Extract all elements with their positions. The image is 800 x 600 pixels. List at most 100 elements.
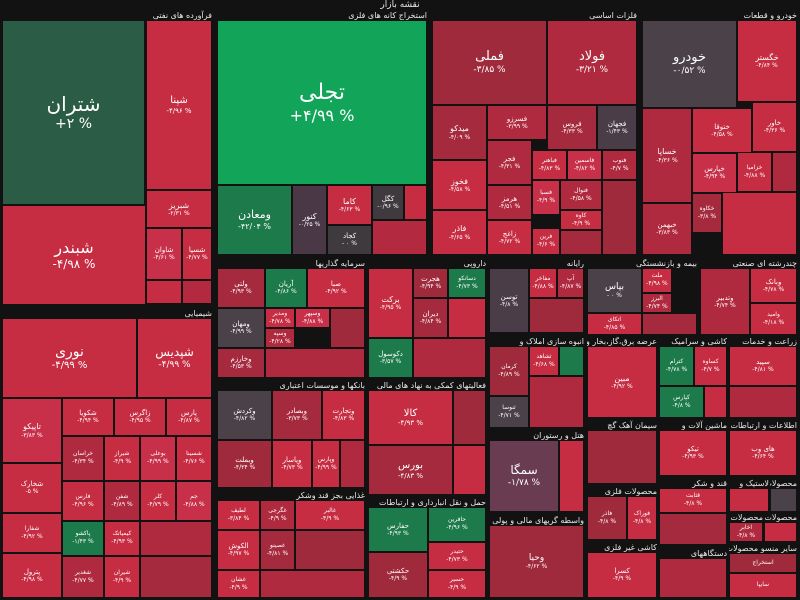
stock-tile[interactable]: شفن -۴/۸۹ % <box>104 481 140 521</box>
stock-tile[interactable]: وسپهر -۴/۸۸ % <box>295 308 330 328</box>
stock-tile[interactable]: زاغج -۴/۷۲ % <box>487 220 532 255</box>
stock-tile[interactable]: برکت -۴/۹۵ % <box>368 268 413 338</box>
stock-tile[interactable]: خراسان -۴/۳۴ % <box>62 436 104 481</box>
stock-tile[interactable]: ولتی -۴/۹۳ % <box>217 268 265 308</box>
stock-tile[interactable]: پاکشو -۱/۴۳ % <box>62 521 104 556</box>
stock-tile[interactable]: خکاوه -۳/۸ % <box>692 193 722 233</box>
stock-tile[interactable]: غگرجی -۴/۹ % <box>260 500 295 530</box>
stock-tile[interactable] <box>529 376 584 428</box>
stock-tile[interactable]: وحیا -۴/۶۲ % <box>489 525 584 598</box>
stock-tile[interactable]: وبانک -۴/۷۸ % <box>750 268 797 303</box>
stock-tile[interactable]: ثنوسا -۴/۷۱ % <box>489 396 529 428</box>
stock-tile[interactable]: کسرا -۴/۹ % <box>587 552 657 598</box>
stock-tile[interactable]: کاوه -۴/۹ % <box>560 210 602 230</box>
stock-tile[interactable]: هجرت -۴/۹۴ % <box>413 268 448 298</box>
stock-tile[interactable] <box>260 570 365 598</box>
stock-tile[interactable]: آریان -۴/۸۶ % <box>265 268 307 308</box>
stock-tile[interactable]: وسپه -۴/۲۸ % <box>265 328 295 348</box>
stock-tile[interactable]: جم -۴/۸۸ % <box>176 481 212 521</box>
stock-tile[interactable] <box>453 445 486 495</box>
stock-tile[interactable] <box>140 521 212 556</box>
stock-tile[interactable]: میدکو -۴/۰۹ % <box>432 105 487 160</box>
stock-tile[interactable]: پارس -۴/۸۷ % <box>166 398 212 436</box>
stock-tile[interactable]: فنوب -۴/۷ % <box>602 150 637 180</box>
stock-tile[interactable]: الکوش -۴/۹۷ % <box>217 530 260 570</box>
stock-tile[interactable]: شکویا -۴/۹۴ % <box>62 398 114 436</box>
stock-tile[interactable]: کنور -۰/۲۵ % <box>292 185 327 255</box>
stock-tile[interactable] <box>265 348 365 378</box>
stock-tile[interactable]: ختوقا -۴/۵۸ % <box>692 108 752 153</box>
stock-tile[interactable]: ثشاهد -۴/۶۸ % <box>529 346 559 376</box>
stock-tile[interactable] <box>729 386 797 418</box>
stock-tile[interactable]: صبا -۴/۹۲ % <box>307 268 365 308</box>
stock-tile[interactable]: ومعادن -۴۲/۰۴ % <box>217 185 292 255</box>
stock-tile[interactable]: خزامیا -۴/۸۸ % <box>737 152 772 192</box>
stock-tile[interactable] <box>642 313 697 335</box>
stock-tile[interactable]: زاگرس -۴/۹۵ % <box>114 398 166 436</box>
stock-tile[interactable]: های وب -۴/۶۴ % <box>729 430 797 476</box>
stock-tile[interactable]: فباهنر -۴/۸۳ % <box>532 150 567 180</box>
stock-tile[interactable]: وبصادر -۳/۷۳ % <box>272 390 322 440</box>
stock-tile[interactable]: شیران -۴/۹ % <box>104 556 140 598</box>
stock-tile[interactable]: حکشتی -۴/۹ % <box>368 552 428 598</box>
stock-tile[interactable]: غصینو -۴/۸۱ % <box>260 530 295 570</box>
stock-tile[interactable]: شسینا -۴/۷۶ % <box>176 436 212 481</box>
stock-tile[interactable]: شغدیر -۴/۷۷ % <box>62 556 104 598</box>
stock-tile[interactable]: مبین -۴/۹۲ % <box>587 346 657 418</box>
stock-tile[interactable]: خساپا -۴/۳۶ % <box>642 108 692 203</box>
stock-tile[interactable]: حافرین -۴/۹۶ % <box>428 507 486 542</box>
stock-tile[interactable]: خپارس -۴/۹۴ % <box>692 153 737 193</box>
stock-tile[interactable] <box>722 192 797 255</box>
stock-tile[interactable] <box>340 440 365 488</box>
stock-tile[interactable]: کلر -۴/۷۹ % <box>140 481 176 521</box>
stock-tile[interactable]: تاپیکو -۳/۸۳ % <box>2 398 62 463</box>
stock-tile[interactable]: شخارک -۵ % <box>2 463 62 513</box>
stock-tile[interactable]: البرز -۴/۷۴ % <box>642 293 672 313</box>
stock-tile[interactable]: فخوز -۴/۵۸ % <box>432 160 487 210</box>
stock-tile[interactable]: پترول -۴/۹۸ % <box>2 553 62 598</box>
stock-tile[interactable]: کیمیاتک -۴/۹۳ % <box>104 521 140 556</box>
stock-tile[interactable]: حتیدر -۴/۷۳ % <box>428 542 486 570</box>
stock-tile[interactable] <box>448 298 486 338</box>
stock-tile[interactable] <box>453 390 486 445</box>
stock-tile[interactable]: شفارا -۴/۹۲ % <box>2 513 62 553</box>
stock-tile[interactable]: سمگا -۱/۷۸ % <box>489 440 559 512</box>
stock-tile[interactable]: واميد -۴/۱۸ % <box>750 303 797 335</box>
stock-tile[interactable]: وخارزم -۴/۵۳ % <box>217 348 265 378</box>
stock-tile[interactable]: فولاد -۳/۲۱ % <box>547 20 637 105</box>
stock-tile[interactable] <box>772 152 797 192</box>
stock-tile[interactable]: ومدیر -۴/۷۸ % <box>265 308 295 328</box>
stock-tile[interactable]: وبملت -۴/۳۴ % <box>217 440 272 488</box>
stock-tile[interactable]: خودرو -۰/۵۲ % <box>642 20 737 108</box>
stock-tile[interactable] <box>704 386 727 418</box>
stock-tile[interactable] <box>770 488 797 512</box>
stock-tile[interactable]: حفارس -۴/۹۳ % <box>368 507 428 552</box>
stock-tile[interactable]: بوعلی -۴/۹۹ % <box>140 436 176 481</box>
stock-tile[interactable]: بپاس - ۰ % <box>587 268 642 313</box>
stock-tile[interactable]: کجاد - ۰ % <box>327 225 372 255</box>
stock-tile[interactable]: تیکو -۴/۹۳ % <box>659 430 727 476</box>
stock-tile[interactable]: سایپا <box>729 573 797 598</box>
stock-tile[interactable]: فملی -۳/۸۵ % <box>432 20 547 105</box>
stock-tile[interactable]: شاوان -۴/۶۱ % <box>146 228 182 280</box>
stock-tile[interactable]: وپارس -۴/۹۹ % <box>312 440 340 488</box>
stock-tile[interactable]: شتران +۲ % <box>2 20 145 205</box>
stock-tile[interactable] <box>295 530 365 570</box>
stock-tile[interactable] <box>764 522 797 542</box>
stock-tile[interactable]: فجر -۴/۳۱ % <box>487 140 532 185</box>
stock-tile[interactable]: وتجارت -۴/۸۳ % <box>322 390 365 440</box>
stock-tile[interactable]: فسبا -۴/۹ % <box>532 180 560 215</box>
stock-tile[interactable] <box>140 556 212 598</box>
stock-tile[interactable]: ومهان -۴/۹۹ % <box>217 308 265 348</box>
stock-tile[interactable]: دسانکو -۴/۷۳ % <box>448 268 486 298</box>
stock-tile[interactable]: کاما -۴/۶۳ % <box>327 185 372 225</box>
stock-tile[interactable] <box>729 488 769 512</box>
stock-tile[interactable]: شسپا -۴/۷۷ % <box>182 228 212 280</box>
stock-tile[interactable]: فاسمين -۴/۸۲ % <box>567 150 602 180</box>
stock-tile[interactable]: شپنا -۴/۹۶ % <box>146 20 212 190</box>
stock-tile[interactable] <box>559 440 584 512</box>
stock-tile[interactable]: قثابت -۴/۸ % <box>659 488 727 513</box>
stock-tile[interactable]: فوراک -۴/۸ % <box>627 496 657 540</box>
stock-tile[interactable]: اتکای -۴/۸۵ % <box>587 313 642 335</box>
stock-tile[interactable] <box>560 230 602 255</box>
